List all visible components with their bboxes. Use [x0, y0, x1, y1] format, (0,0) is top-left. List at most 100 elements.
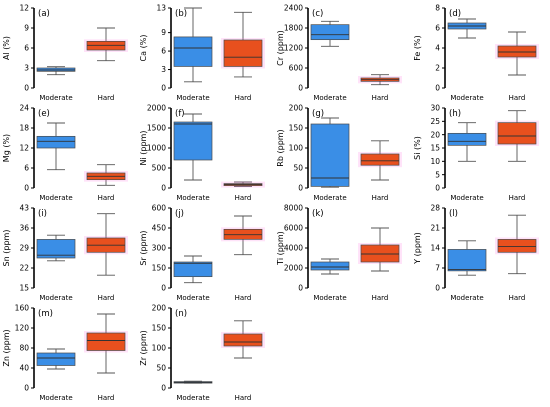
y-tick-label: 80: [19, 344, 29, 353]
y-tick-label: 14: [430, 244, 440, 253]
y-tick-label: 25: [430, 117, 440, 126]
y-tick-label: 0: [161, 84, 166, 93]
y-axis-label: Si (%): [413, 136, 422, 160]
box-iqr: [447, 132, 487, 146]
box-hard: Hard: [84, 164, 128, 202]
y-tick-label: 500: [152, 164, 167, 173]
box-iqr: [86, 332, 126, 351]
y-tick-label: 36: [19, 224, 29, 233]
y-tick-label: 8000: [284, 204, 303, 213]
panel-h: 0 5 10 15 20 25 30 Si (%) (h) Moderate Hard: [413, 104, 539, 202]
box-iqr: [360, 244, 400, 263]
y-tick-label: 12: [19, 144, 29, 153]
box-hard: Hard: [495, 214, 539, 302]
y-tick-label: 50: [293, 164, 303, 173]
box-moderate: Moderate: [36, 348, 76, 402]
category-label: Moderate: [39, 394, 72, 402]
y-tick-label: 0: [435, 84, 440, 93]
category-label: Hard: [235, 294, 252, 302]
y-tick-label: 5: [435, 170, 440, 179]
panel-label: (k): [312, 209, 324, 219]
box-iqr: [360, 153, 400, 166]
box-iqr: [310, 24, 350, 41]
y-axis-label: Al (%): [2, 36, 11, 60]
category-label: Hard: [98, 94, 115, 102]
box-moderate: Moderate: [36, 66, 76, 102]
y-tick-label: 160: [15, 304, 30, 313]
panel-label: (i): [38, 209, 47, 219]
y-tick-label: 1800: [284, 24, 303, 33]
y-tick-label: 0: [298, 84, 303, 93]
y-tick-label: 18: [19, 124, 29, 133]
category-label: Moderate: [176, 394, 209, 402]
panel-g: 0 50 100 150 200 Rb (ppm) (g) Moderate Hard: [276, 104, 402, 202]
box-iqr: [223, 333, 263, 347]
panel-label: (h): [449, 109, 461, 119]
y-tick-label: 6: [435, 24, 440, 33]
y-tick-label: 6000: [284, 224, 303, 233]
y-axis-label: Ni (ppm): [139, 131, 148, 166]
box-moderate: Moderate: [447, 240, 487, 302]
box-moderate: Moderate: [310, 20, 350, 102]
box-moderate: Moderate: [173, 255, 213, 302]
y-tick-label: 12: [19, 4, 29, 13]
box-iqr: [447, 249, 487, 272]
y-tick-label: 21: [430, 224, 440, 233]
box-moderate: Moderate: [447, 122, 487, 202]
y-tick-label: 30: [430, 104, 440, 113]
y-tick-label: 2: [435, 64, 440, 73]
box-hard: Hard: [358, 227, 402, 302]
category-label: Moderate: [450, 294, 483, 302]
category-label: Hard: [235, 194, 252, 202]
box-moderate: Moderate: [310, 258, 350, 302]
y-tick-label: 9: [24, 24, 29, 33]
box-moderate: Moderate: [173, 380, 213, 402]
y-tick-label: 4000: [284, 244, 303, 253]
y-axis-label: Cr (ppm): [276, 30, 285, 66]
y-tick-label: 200: [152, 304, 167, 313]
category-label: Hard: [98, 294, 115, 302]
y-tick-label: 13: [156, 4, 166, 13]
box-hard: Hard: [84, 213, 128, 302]
panel-f: 0 500 1000 1500 2000 Ni (ppm) (f) Moderate Hard: [139, 104, 265, 202]
y-tick-label: 0: [298, 284, 303, 293]
box-moderate: Moderate: [173, 113, 213, 202]
y-tick-label: 43: [19, 204, 29, 213]
y-tick-label: 8: [435, 4, 440, 13]
box-hard: Hard: [358, 74, 402, 102]
y-tick-label: 3: [161, 65, 166, 74]
y-axis-label: Fe (%): [413, 35, 422, 60]
box-hard: Hard: [358, 140, 402, 202]
y-tick-label: 7: [435, 264, 440, 273]
box-hard: Hard: [84, 27, 128, 102]
y-tick-label: 6: [24, 164, 29, 173]
y-tick-label: 2000: [284, 264, 303, 273]
panel-d: 0 2 4 6 8 Fe (%) (d) Moderate Hard: [413, 4, 539, 102]
y-tick-label: 120: [15, 324, 30, 333]
y-axis-label: Mg (%): [2, 134, 11, 162]
panel-label: (d): [449, 9, 461, 19]
panel-label: (g): [312, 109, 324, 119]
box-iqr: [173, 36, 213, 67]
y-tick-label: 0: [298, 184, 303, 193]
panel-e: 0 6 12 18 24 Mg (%) (e) Moderate Hard: [2, 104, 128, 202]
y-axis-label: Sr (ppm): [139, 230, 148, 265]
category-label: Hard: [509, 294, 526, 302]
y-tick-label: 29: [19, 244, 29, 253]
y-tick-label: 9: [161, 28, 166, 37]
box-hard: Hard: [221, 181, 265, 202]
y-tick-label: 0: [435, 284, 440, 293]
category-label: Moderate: [39, 294, 72, 302]
category-label: Hard: [235, 394, 252, 402]
box-iqr: [173, 261, 213, 278]
y-tick-label: 2400: [284, 4, 303, 13]
category-label: Moderate: [313, 194, 346, 202]
panel-label: (j): [175, 209, 184, 219]
y-tick-label: 22: [19, 264, 29, 273]
panel-label: (n): [175, 309, 187, 319]
panel-m: 0 40 80 120 160 Zn (ppm) (m) Moderate Hard: [2, 304, 128, 402]
panel-label: (b): [175, 9, 187, 19]
y-tick-label: 600: [152, 204, 167, 213]
y-tick-label: 6: [161, 47, 166, 56]
y-tick-label: 6: [24, 44, 29, 53]
